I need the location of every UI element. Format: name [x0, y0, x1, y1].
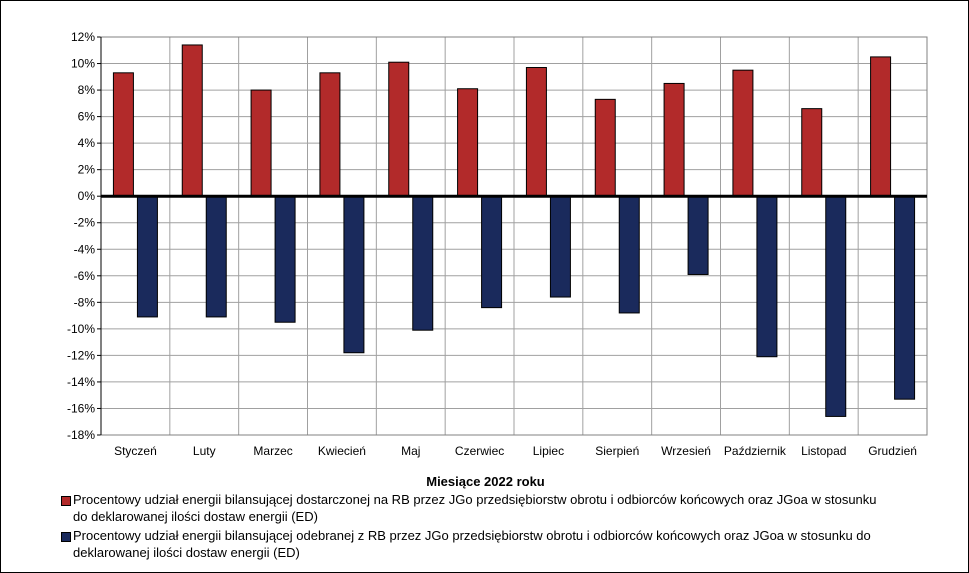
x-tick-label: Styczeń	[114, 444, 157, 458]
y-tick-label: 0%	[78, 189, 96, 203]
y-tick-label: 2%	[78, 163, 96, 177]
bar-chart: 12% 10% 8% 6% 4% 2% 0% -2% -4% -6% -8% -10% -12% -14%…	[67, 30, 928, 458]
bar-received	[412, 195, 434, 331]
legend-label-received-line1: Procentowy udział energii bilansującej o…	[73, 528, 871, 543]
x-tick-label: Listopad	[801, 444, 846, 458]
y-tick-label: -16%	[67, 401, 95, 415]
x-tick-label: Grudzień	[868, 444, 917, 458]
bar-received	[756, 195, 778, 358]
y-tick-label: -18%	[67, 428, 95, 442]
bar-received	[136, 195, 158, 318]
bar-delivered	[181, 44, 203, 197]
y-tick-label: 6%	[78, 110, 96, 124]
y-tick-label: -6%	[74, 269, 96, 283]
bar-received	[274, 195, 296, 323]
x-tick-label: Wrzesień	[661, 444, 711, 458]
bar-received	[549, 195, 571, 298]
y-tick-label: 4%	[78, 136, 96, 150]
bar-delivered	[663, 82, 685, 197]
x-tick-label: Październik	[724, 444, 787, 458]
bar-delivered	[732, 69, 754, 197]
bar-delivered	[112, 72, 134, 197]
bar-received	[894, 195, 916, 400]
bar-delivered	[250, 89, 272, 197]
bar-delivered	[594, 98, 616, 197]
bar-received	[687, 195, 709, 275]
legend-swatch-received	[61, 532, 71, 542]
y-tick-label: -14%	[67, 375, 95, 389]
legend-item-received: Procentowy udział energii bilansującej o…	[61, 527, 953, 561]
y-tick-label: -4%	[74, 242, 96, 256]
legend-label-received-line2: deklarowanej ilości dostaw energii (ED)	[73, 545, 300, 560]
bar-delivered	[319, 72, 341, 197]
bar-delivered	[801, 108, 823, 197]
bar-delivered	[525, 67, 547, 197]
y-tick-label: 8%	[78, 83, 96, 97]
legend-swatch-delivered	[61, 496, 71, 506]
legend-label-delivered-line1: Procentowy udział energii bilansującej d…	[73, 492, 877, 507]
x-tick-label: Sierpień	[595, 444, 639, 458]
bar-delivered	[870, 56, 892, 197]
y-tick-label: -10%	[67, 322, 95, 336]
x-tick-label: Czerwiec	[455, 444, 504, 458]
y-tick-label: -2%	[74, 216, 96, 230]
y-tick-label: -8%	[74, 295, 96, 309]
legend-item-delivered: Procentowy udział energii bilansującej d…	[61, 491, 953, 525]
bar-received	[205, 195, 227, 318]
x-axis-label: Miesiące 2022 roku	[426, 474, 545, 489]
bar-received	[343, 195, 365, 354]
bar-delivered	[388, 61, 410, 197]
x-tick-label: Luty	[193, 444, 216, 458]
x-tick-label: Maj	[401, 444, 420, 458]
bar-received	[825, 195, 847, 417]
bar-received	[618, 195, 640, 314]
y-tick-label: 12%	[71, 30, 95, 44]
bar-delivered	[457, 88, 479, 197]
legend-label-delivered-line2: do deklarowanej ilości dostaw energii (E…	[73, 509, 318, 524]
y-tick-label: -12%	[67, 348, 95, 362]
x-tick-label: Lipiec	[533, 444, 564, 458]
x-tick-label: Kwiecień	[318, 444, 366, 458]
bar-received	[481, 195, 503, 309]
y-tick-label: 10%	[71, 57, 95, 71]
x-tick-label: Marzec	[253, 444, 292, 458]
